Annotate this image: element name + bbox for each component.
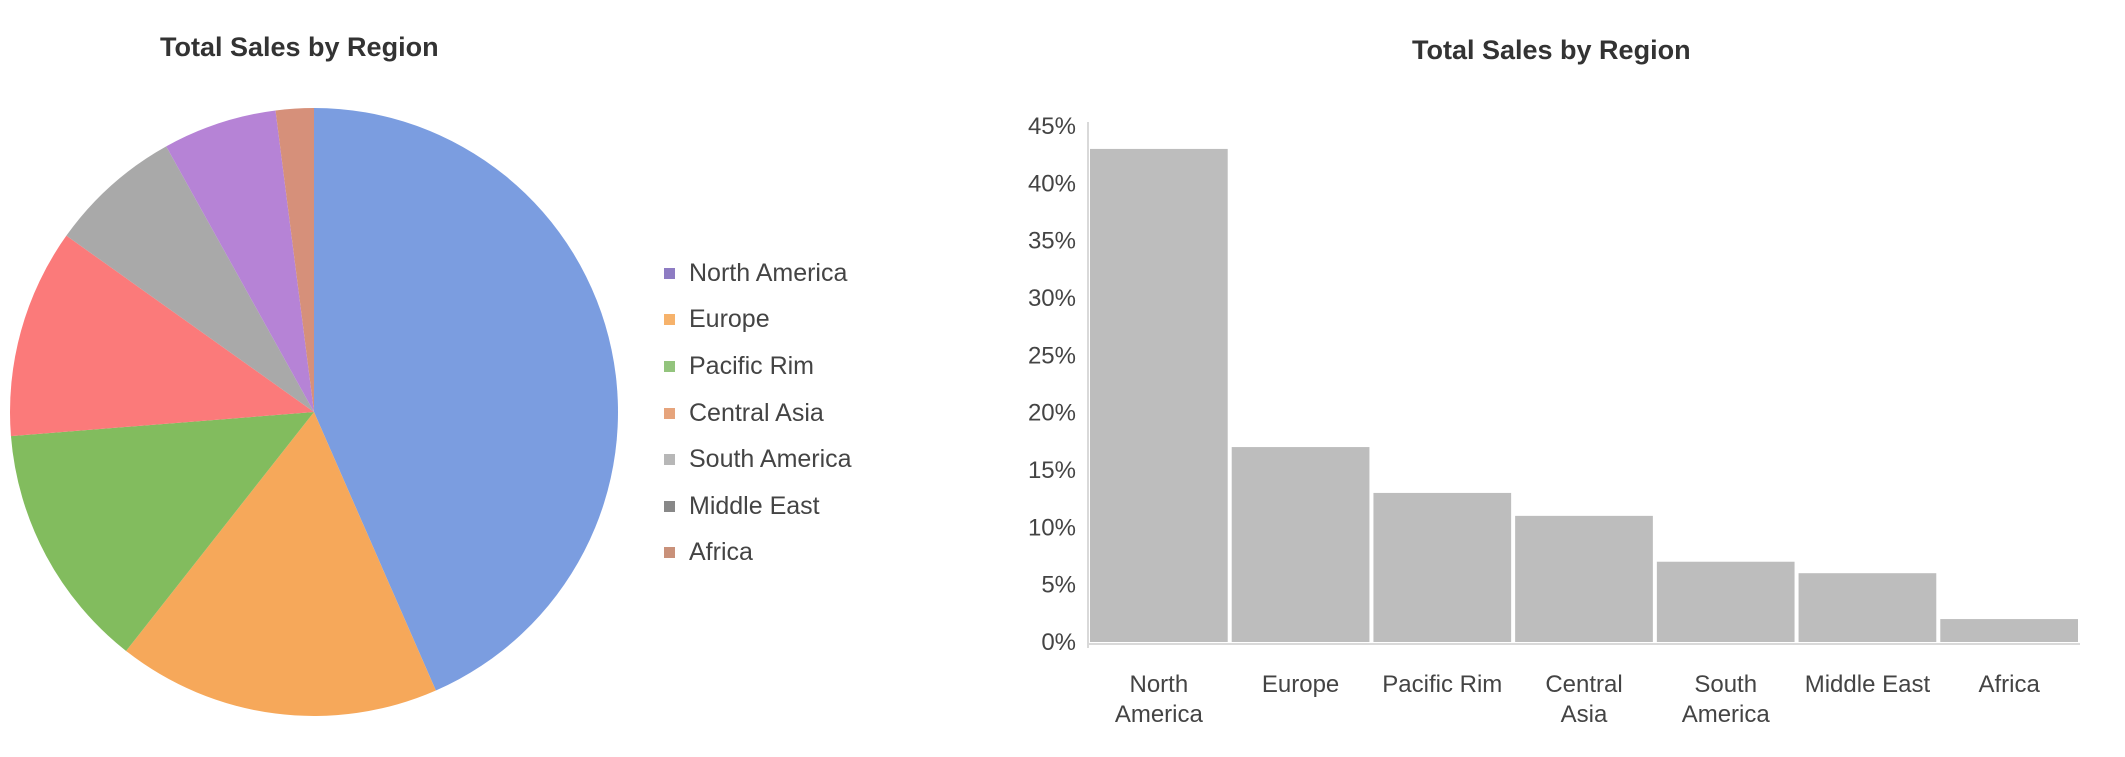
legend-swatch — [664, 314, 675, 326]
y-tick-label: 35% — [1028, 228, 1076, 255]
pie-chart — [9, 108, 618, 716]
bar-africa — [1940, 619, 2078, 642]
legend-item-south-america: South America — [664, 436, 852, 483]
legend-swatch — [664, 360, 675, 372]
bar-europe — [1231, 447, 1370, 642]
y-tick-label: 25% — [1028, 342, 1076, 369]
pie-legend: North America Europe Pacific Rim Central As… — [664, 250, 852, 576]
legend-item-central-asia: Central Asia — [664, 390, 852, 437]
x-category-label: Africa — [1978, 671, 2040, 698]
legend-swatch — [664, 500, 675, 512]
legend-swatch — [664, 547, 675, 559]
legend-label: Pacific Rim — [689, 351, 815, 380]
legend-swatch — [664, 267, 675, 279]
legend-label: North America — [689, 258, 848, 287]
legend-label: Africa — [689, 538, 753, 567]
y-tick-label: 5% — [1041, 572, 1076, 599]
bar-pacific-rim — [1373, 492, 1512, 642]
pie-slice-middle-east — [166, 110, 314, 412]
legend-label: South America — [689, 445, 852, 474]
bar-south-america — [1656, 561, 1795, 642]
y-tick-label: 45% — [1028, 113, 1076, 140]
pie-slice-north-america — [314, 108, 618, 691]
pie-slice-south-america — [66, 146, 314, 412]
legend-label: Central Asia — [689, 398, 824, 427]
x-category-label: Middle East — [1805, 671, 1931, 698]
legend-item-north-america: North America — [664, 250, 852, 297]
y-tick-label: 20% — [1028, 400, 1076, 427]
y-tick-label: 30% — [1028, 285, 1076, 312]
x-category-label: South America — [1682, 671, 1771, 728]
y-tick-label: 40% — [1028, 170, 1076, 197]
bar-chart: 0% 5% 10% 15% 20% 25% 30% 35% 40% 45% North America… — [1028, 113, 2080, 728]
legend-label: Middle East — [689, 491, 820, 520]
pie-slice-pacific-rim — [10, 412, 315, 651]
bar-chart-title: Total Sales by Region — [1412, 35, 1691, 65]
pie-slice-africa — [275, 108, 314, 412]
legend-swatch — [664, 407, 675, 419]
bar-central-asia — [1515, 515, 1653, 642]
x-category-label: Europe — [1262, 671, 1339, 698]
bar-middle-east — [1798, 573, 1937, 642]
pie-slice-europe — [126, 412, 436, 716]
legend-item-middle-east: Middle East — [664, 483, 852, 530]
x-category-label: Central Asia — [1545, 671, 1622, 728]
legend-item-africa: Africa — [664, 530, 852, 577]
x-category-label: North America — [1115, 671, 1204, 728]
y-tick-label: 0% — [1041, 629, 1076, 656]
legend-swatch — [664, 454, 675, 466]
legend-label: Europe — [689, 305, 770, 334]
legend-item-europe: Europe — [664, 297, 852, 344]
y-tick-label: 15% — [1028, 457, 1076, 484]
pie-chart-title: Total Sales by Region — [160, 32, 439, 62]
bar-north-america — [1090, 148, 1228, 642]
pie-slice-central-asia — [9, 235, 314, 437]
legend-item-pacific-rim: Pacific Rim — [664, 343, 852, 390]
y-tick-label: 10% — [1028, 514, 1076, 541]
x-category-label: Pacific Rim — [1382, 671, 1502, 698]
